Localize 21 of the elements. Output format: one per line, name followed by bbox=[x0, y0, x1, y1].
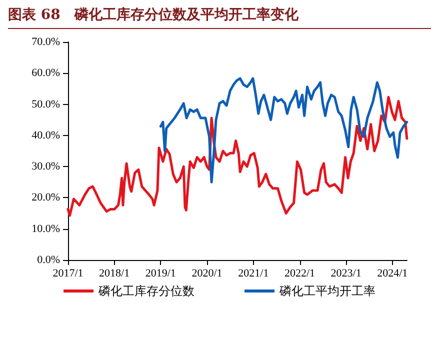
x-tick-label: 2018/1 bbox=[99, 268, 130, 280]
y-tick-label: 70.0% bbox=[32, 36, 60, 48]
x-tick-label: 2022/1 bbox=[284, 268, 316, 280]
y-tick-label: 40.0% bbox=[32, 129, 60, 142]
y-tick-label: 20.0% bbox=[32, 192, 60, 204]
x-tick-label: 2021/1 bbox=[238, 268, 269, 280]
y-tick-label: 50.0% bbox=[32, 98, 60, 110]
y-tick-label: 10.0% bbox=[32, 222, 60, 235]
y-tick-label: 30.0% bbox=[32, 160, 60, 173]
line-series bbox=[159, 77, 408, 184]
chart-title: 图表 68 磷化工库存分位数及平均开工率变化 bbox=[8, 6, 431, 29]
legend-label: 磷化工库存分位数 bbox=[98, 284, 194, 298]
y-tick-label: 0.0% bbox=[37, 254, 60, 266]
x-tick-label: 2024/1 bbox=[377, 268, 408, 280]
x-tick-label: 2019/1 bbox=[145, 268, 176, 280]
x-tick-label: 2020/1 bbox=[192, 268, 222, 280]
legend-label: 磷化工平均开工率 bbox=[278, 284, 376, 298]
x-tick-label: 2023/1 bbox=[330, 268, 362, 280]
y-tick-label: 60.0% bbox=[32, 67, 60, 80]
line-series bbox=[66, 96, 408, 217]
x-tick-label: 2017/1 bbox=[52, 268, 84, 280]
